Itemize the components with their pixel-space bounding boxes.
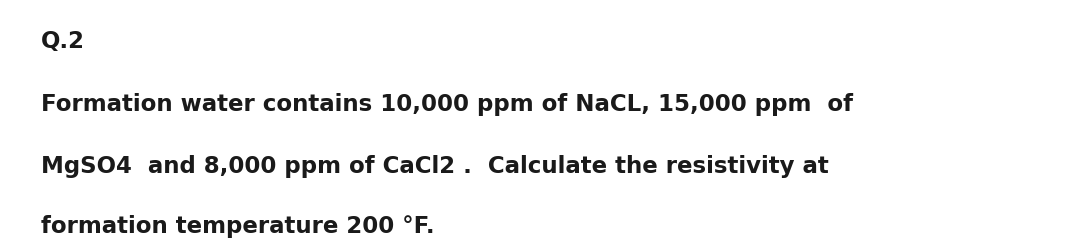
- Text: Formation water contains 10,000 ppm of NaCL, 15,000 ppm  of: Formation water contains 10,000 ppm of N…: [41, 92, 853, 116]
- Text: formation temperature 200 °F.: formation temperature 200 °F.: [41, 215, 434, 238]
- Text: Q.2: Q.2: [41, 30, 85, 53]
- Text: MgSO4  and 8,000 ppm of CaCl2 .  Calculate the resistivity at: MgSO4 and 8,000 ppm of CaCl2 . Calculate…: [41, 155, 828, 178]
